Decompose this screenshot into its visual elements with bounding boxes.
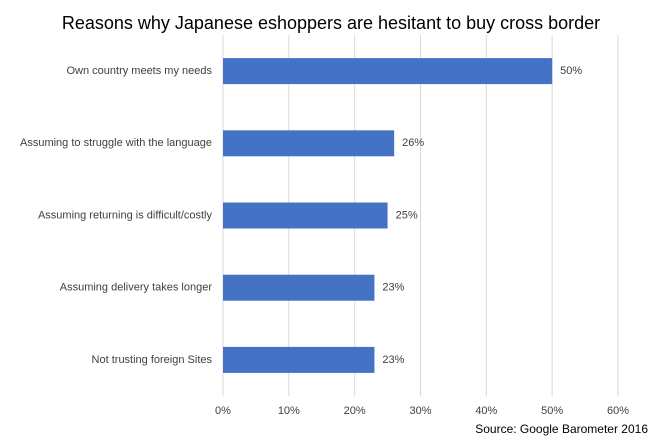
bar — [223, 346, 375, 373]
y-tick-label: Not trusting foreign Sites — [92, 354, 213, 366]
bar — [223, 58, 553, 85]
data-label: 26% — [402, 137, 424, 149]
data-label: 25% — [396, 209, 418, 221]
y-tick-label: Assuming to struggle with the language — [20, 137, 212, 149]
bar — [223, 130, 395, 157]
bar — [223, 202, 388, 229]
x-tick-label: 20% — [344, 405, 366, 417]
x-tick-label: 50% — [541, 405, 563, 417]
data-label: 23% — [382, 354, 404, 366]
data-label: 23% — [382, 282, 404, 294]
x-tick-label: 60% — [607, 405, 629, 417]
y-tick-label: Own country meets my needs — [66, 65, 212, 77]
x-tick-label: 0% — [215, 405, 231, 417]
source-note: Source: Google Barometer 2016 — [475, 422, 648, 436]
bar — [223, 274, 375, 301]
chart-title: Reasons why Japanese eshoppers are hesit… — [62, 13, 600, 33]
y-tick-label: Assuming delivery takes longer — [60, 282, 213, 294]
data-label: 50% — [560, 65, 582, 77]
x-tick-label: 30% — [409, 405, 431, 417]
x-tick-label: 10% — [278, 405, 300, 417]
x-tick-label: 40% — [475, 405, 497, 417]
y-tick-label: Assuming returning is difficult/costly — [38, 209, 213, 221]
